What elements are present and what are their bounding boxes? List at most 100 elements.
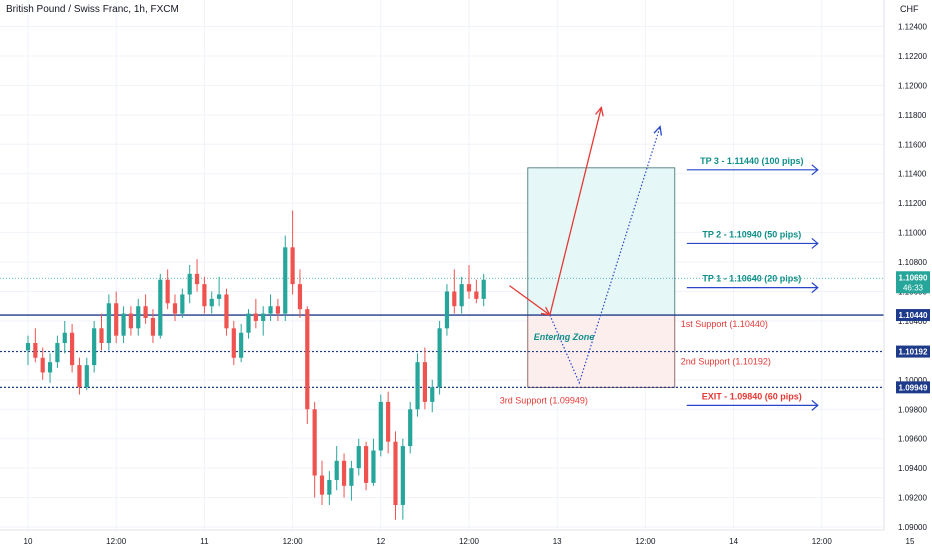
candle: [158, 279, 163, 336]
candle: [466, 284, 472, 292]
candle: [319, 475, 325, 495]
y-tick-label: 1.11400: [898, 170, 927, 179]
y-tick-label: 1.12400: [898, 23, 927, 32]
bull-arrow-head-2: [595, 106, 604, 117]
y-tick-label: 1.09600: [898, 435, 927, 444]
candle: [62, 332, 67, 344]
target-label: TP 1 - 1.10640 (20 pips): [702, 274, 801, 284]
candle: [422, 362, 427, 402]
currency-label: CHF: [900, 4, 919, 14]
candle: [312, 409, 317, 476]
current-price-tag: [896, 271, 930, 294]
candle: [224, 294, 229, 329]
candle: [378, 401, 383, 451]
y-tick-label: 1.11000: [898, 229, 927, 238]
candle: [77, 365, 82, 388]
candle: [327, 479, 332, 495]
y-tick-label: 1.12000: [898, 81, 927, 90]
candle: [305, 309, 310, 410]
chart-title: British Pound / Swiss Franc, 1h, FXCM: [6, 4, 179, 15]
support-label: 3rd Support (1.09949): [500, 395, 588, 405]
bear-path: [549, 126, 661, 385]
candle: [474, 291, 479, 299]
y-tick-label: 1.10800: [898, 258, 927, 267]
level-price-tag: [896, 345, 930, 358]
candle: [356, 446, 361, 469]
candle: [459, 284, 464, 307]
candle: [172, 303, 178, 314]
candle: [430, 387, 435, 402]
candle: [437, 328, 442, 388]
grid: [0, 0, 911, 530]
candles: [25, 210, 486, 520]
candle: [180, 294, 185, 314]
candle: [217, 294, 222, 299]
candle: [393, 441, 398, 505]
candle: [55, 343, 60, 363]
candle: [415, 362, 420, 410]
y-tick-label: 1.09000: [898, 523, 927, 532]
target-arrow-head: [811, 164, 819, 176]
candle: [92, 328, 97, 366]
level-price-tag: [896, 309, 930, 322]
candle: [70, 332, 75, 366]
x-tick-label: 12:00: [106, 537, 127, 546]
candle: [47, 362, 53, 373]
x-tick-label: 11: [200, 537, 209, 546]
x-tick-label: 12:00: [283, 537, 304, 546]
level-price-text: 1.10192: [899, 348, 928, 357]
target-label: TP 3 - 1.11440 (100 pips): [700, 156, 803, 166]
y-tick-label: 1.11800: [898, 111, 927, 120]
candle: [231, 328, 236, 358]
candle: [275, 306, 280, 314]
y-tick-label: 1.12200: [898, 52, 927, 61]
candle: [239, 332, 244, 358]
candle: [349, 468, 354, 486]
candle: [290, 247, 295, 285]
candle: [84, 365, 89, 388]
y-tick-label: 1.11600: [898, 140, 927, 149]
countdown-text: 46:33: [903, 283, 924, 292]
x-tick-label: 14: [729, 537, 738, 546]
candle: [121, 313, 126, 336]
candle: [246, 313, 251, 333]
candle: [253, 313, 258, 321]
target-label: TP 2 - 1.10940 (50 pips): [702, 229, 801, 239]
candle: [364, 446, 369, 483]
level-price-tag: [896, 381, 930, 394]
x-tick-label: 13: [553, 537, 562, 546]
y-tick-label: 1.11200: [898, 199, 927, 208]
candle: [40, 357, 45, 373]
y-tick-label: 1.09200: [898, 494, 927, 503]
target-arrow-head: [811, 282, 819, 294]
candle: [268, 306, 273, 314]
x-tick-label: 10: [24, 537, 33, 546]
x-tick-label: 15: [906, 537, 915, 546]
candle: [114, 303, 119, 336]
candle: [452, 291, 457, 307]
candle: [194, 273, 200, 285]
candle: [334, 460, 339, 480]
x-tick-label: 12:00: [635, 537, 656, 546]
candle: [202, 284, 207, 307]
level-price-text: 1.10440: [899, 311, 928, 320]
profit-zone: [527, 167, 676, 316]
candle: [371, 450, 376, 483]
support-label: 1st Support (1.10440): [681, 319, 768, 329]
bear-arrow-head: [653, 125, 663, 136]
x-tick-label: 12: [376, 537, 385, 546]
candle: [165, 279, 170, 304]
support-label: 2nd Support (1.10192): [681, 357, 771, 367]
y-tick-label: 1.10000: [898, 376, 927, 385]
level-price-text: 1.09949: [899, 383, 928, 392]
y-tick-label: 1.10400: [898, 317, 927, 326]
entering-zone-label: Entering Zone: [534, 332, 595, 342]
current-price-text: 1.10690: [899, 273, 928, 282]
candle: [408, 409, 413, 447]
candle: [297, 284, 303, 310]
candle: [106, 303, 111, 344]
target-label: EXIT - 1.09840 (60 pips): [702, 391, 802, 401]
candle: [261, 313, 266, 321]
